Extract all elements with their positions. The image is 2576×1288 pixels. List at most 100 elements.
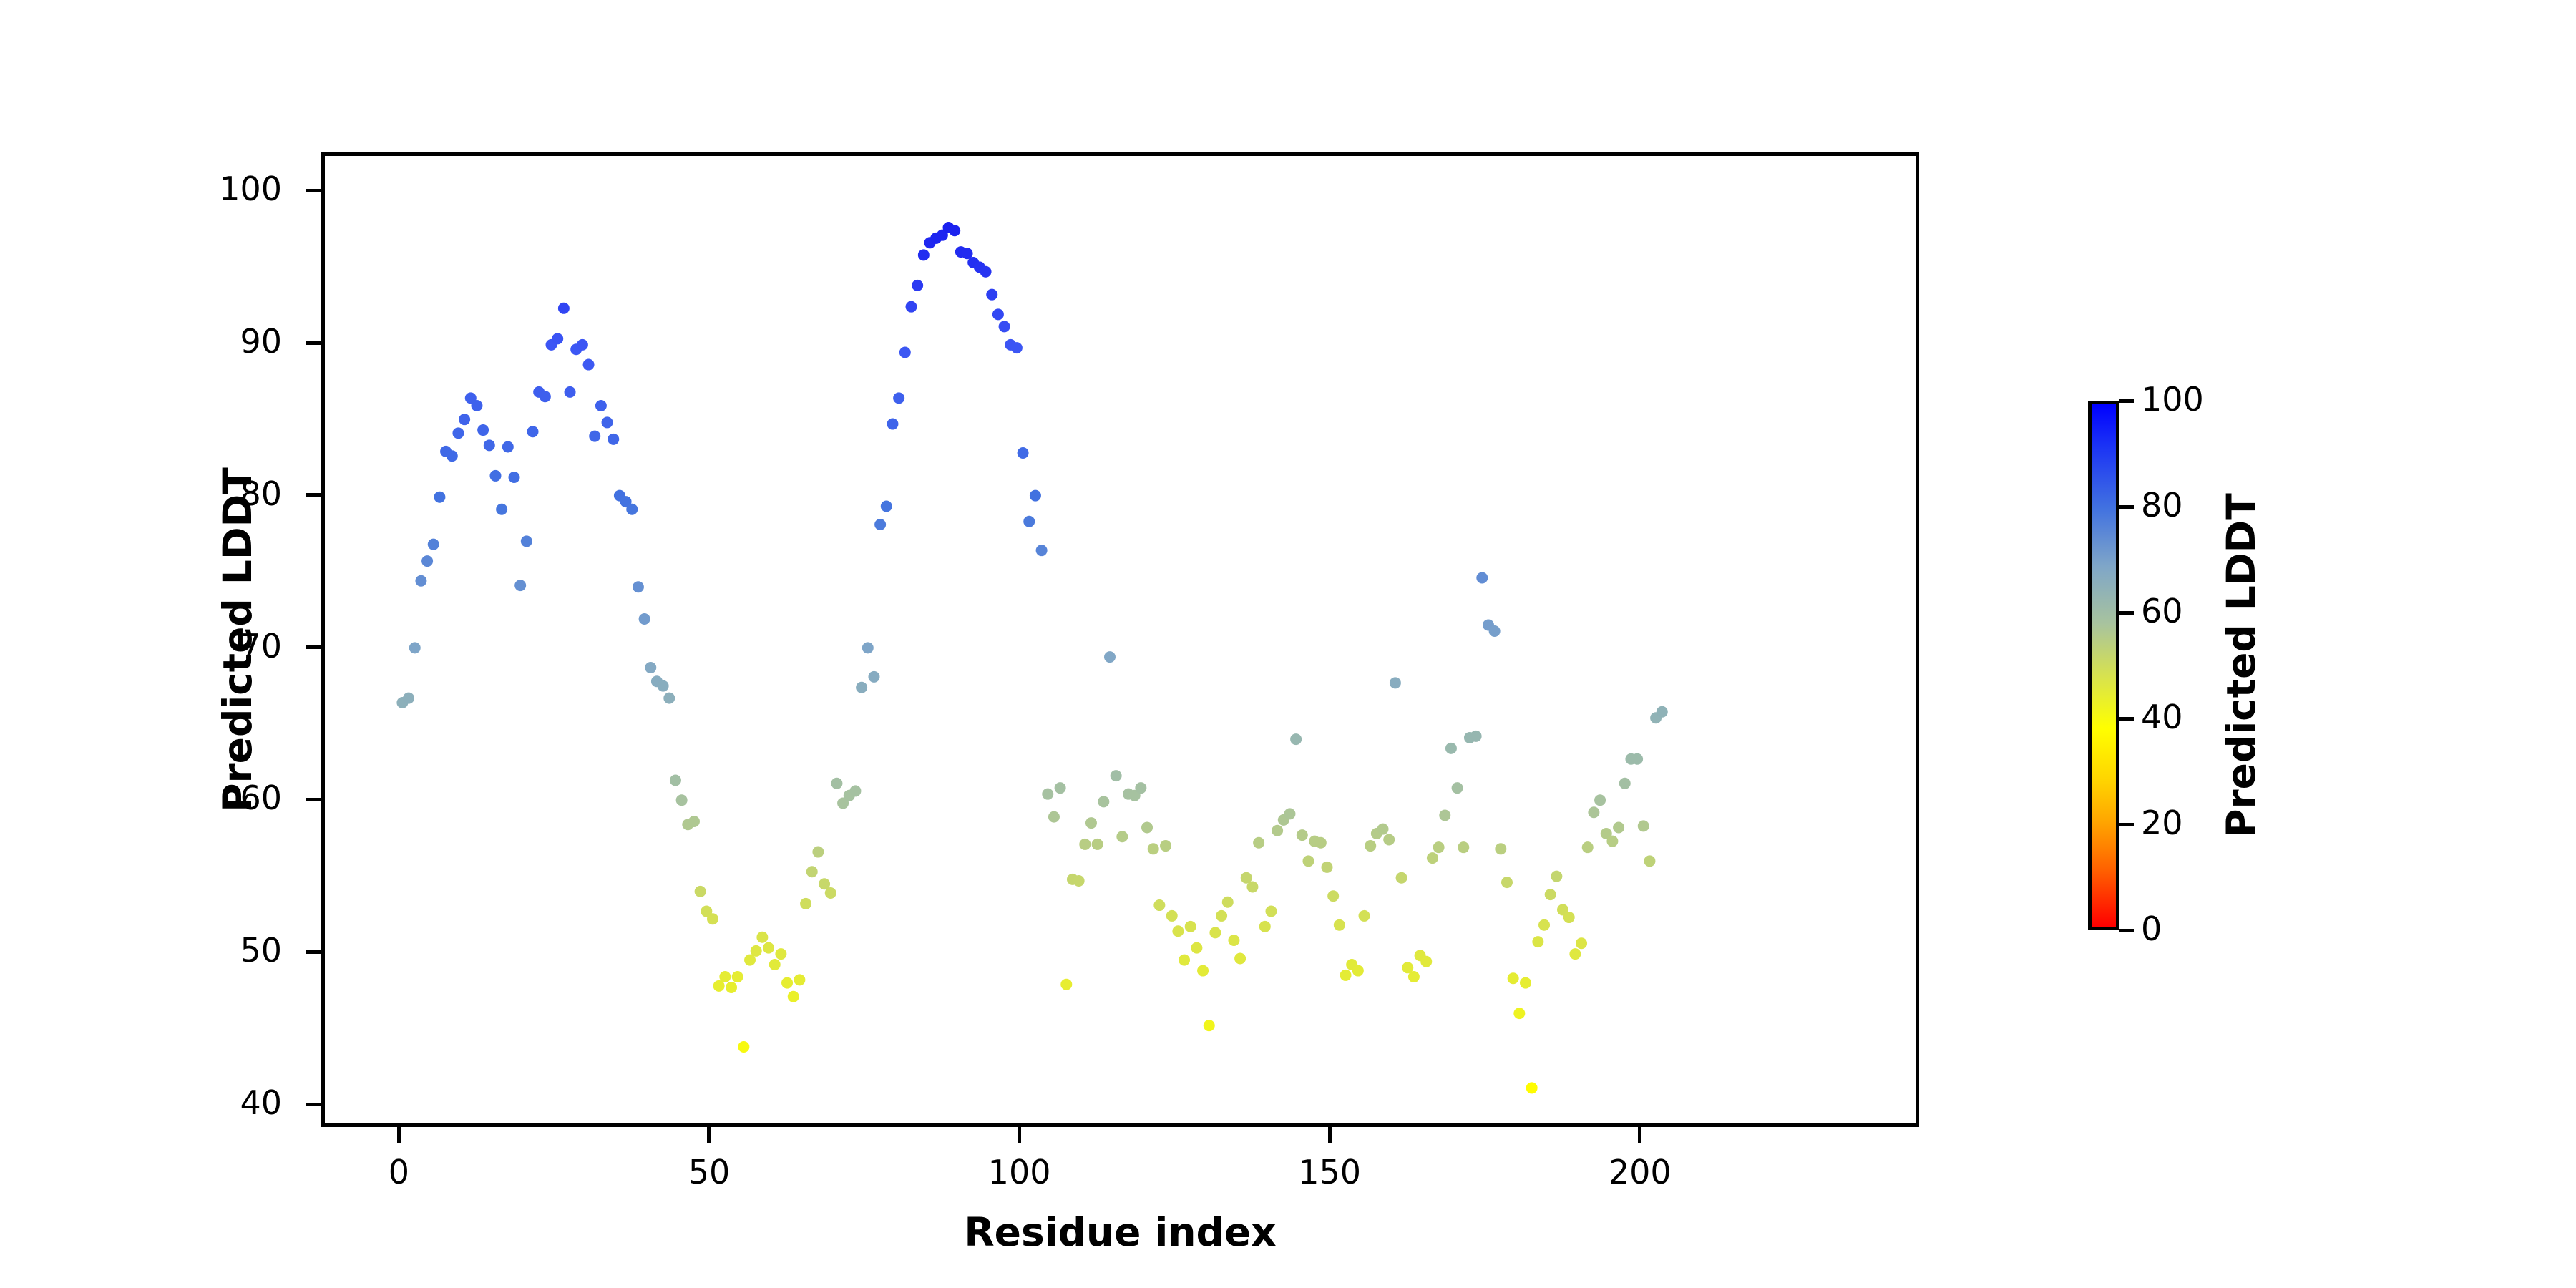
scatter-point [781, 977, 794, 989]
scatter-point [787, 990, 799, 1002]
scatter-point [1060, 978, 1073, 990]
scatter-point [1358, 909, 1370, 922]
x-axis-tick-mark [707, 1127, 711, 1143]
scatter-point [434, 491, 446, 503]
scatter-point [483, 439, 495, 452]
scatter-point [1135, 782, 1147, 794]
x-axis-tick-mark [396, 1127, 401, 1143]
x-axis-tick-mark [1018, 1127, 1022, 1143]
scatter-point [880, 500, 892, 512]
colorbar-tick-mark [2119, 822, 2134, 826]
scatter-point [464, 392, 477, 404]
scatter-point [1383, 834, 1395, 846]
colorbar-tick-label: 100 [2141, 380, 2204, 419]
scatter-point [421, 555, 434, 567]
scatter-point [564, 386, 576, 398]
scatter-point [794, 974, 806, 986]
scatter-point [657, 680, 669, 692]
scatter-point [1023, 515, 1035, 527]
scatter-point [1073, 874, 1085, 887]
x-axis-tick-label: 150 [1298, 1153, 1362, 1191]
scatter-point [706, 913, 718, 925]
scatter-point [1488, 625, 1501, 637]
scatter-point [756, 931, 769, 943]
scatter-point [806, 866, 818, 878]
y-axis-tick-mark [306, 493, 321, 497]
scatter-point [1172, 925, 1184, 937]
scatter-point [1333, 919, 1345, 931]
scatter-point [663, 692, 675, 704]
scatter-point [726, 981, 738, 993]
scatter-point [459, 414, 471, 426]
scatter-point [477, 424, 489, 436]
scatter-point [620, 496, 632, 508]
scatter-point [601, 416, 613, 429]
scatter-point [471, 400, 483, 412]
scatter-point [1290, 733, 1302, 746]
scatter-point [427, 538, 439, 550]
scatter-point [1402, 962, 1414, 974]
x-axis-tick-label: 200 [1608, 1153, 1672, 1191]
scatter-point [1302, 855, 1314, 867]
scatter-point [1637, 820, 1649, 832]
scatter-point [1085, 817, 1097, 829]
scatter-point [1017, 447, 1029, 459]
scatter-point [701, 905, 713, 917]
scatter-point [1439, 809, 1451, 821]
scatter-point [1426, 852, 1438, 864]
scatter-point [917, 249, 930, 261]
scatter-point [1569, 948, 1581, 960]
scatter-point [1451, 782, 1463, 794]
scatter-point [1179, 954, 1191, 966]
x-axis-tick-mark [1638, 1127, 1642, 1143]
scatter-point [1581, 841, 1594, 854]
scatter-point [1265, 905, 1277, 917]
scatter-point [1228, 934, 1240, 946]
scatter-point [1296, 829, 1308, 841]
scatter-point [819, 878, 831, 890]
scatter-point [1216, 909, 1228, 922]
scatter-point [1221, 896, 1234, 908]
scatter-point [496, 503, 508, 515]
y-axis-tick-mark [306, 1102, 321, 1106]
scatter-point [1042, 788, 1054, 800]
scatter-point [669, 774, 681, 786]
scatter-point [1284, 808, 1296, 820]
y-axis-tick-mark [306, 645, 321, 650]
x-axis-tick-label: 0 [388, 1153, 410, 1191]
scatter-point [1147, 843, 1159, 855]
scatter-point [800, 897, 812, 909]
scatter-point [731, 971, 743, 983]
scatter-point [874, 519, 887, 531]
scatter-point [688, 815, 700, 827]
scatter-point [1048, 811, 1060, 823]
scatter-point [1184, 920, 1196, 932]
scatter-point [1532, 936, 1544, 948]
scatter-point [1259, 920, 1271, 932]
scatter-point [1551, 870, 1563, 882]
scatter-point [1544, 889, 1556, 901]
scatter-point [514, 580, 527, 592]
scatter-point [1476, 572, 1488, 584]
scatter-point [936, 229, 948, 241]
scatter-point [992, 308, 1004, 321]
scatter-point [1365, 840, 1377, 852]
scatter-point [675, 794, 688, 806]
scatter-point [1010, 342, 1023, 354]
scatter-point [1495, 843, 1507, 855]
y-axis-tick-mark [306, 341, 321, 345]
scatter-point [1538, 919, 1551, 931]
scatter-point [1054, 782, 1066, 794]
scatter-points-layer [396, 222, 1668, 1094]
scatter-point [576, 338, 588, 351]
scatter-point [719, 971, 731, 983]
scatter-point [1234, 952, 1246, 965]
colorbar-tick-label: 20 [2141, 804, 2183, 842]
scatter-point [1613, 821, 1625, 834]
scatter-point [1470, 730, 1482, 742]
scatter-point [961, 248, 973, 260]
scatter-point [750, 945, 762, 957]
y-axis-tick-label: 50 [240, 931, 282, 970]
scatter-point [713, 980, 725, 992]
scatter-point [415, 575, 427, 587]
